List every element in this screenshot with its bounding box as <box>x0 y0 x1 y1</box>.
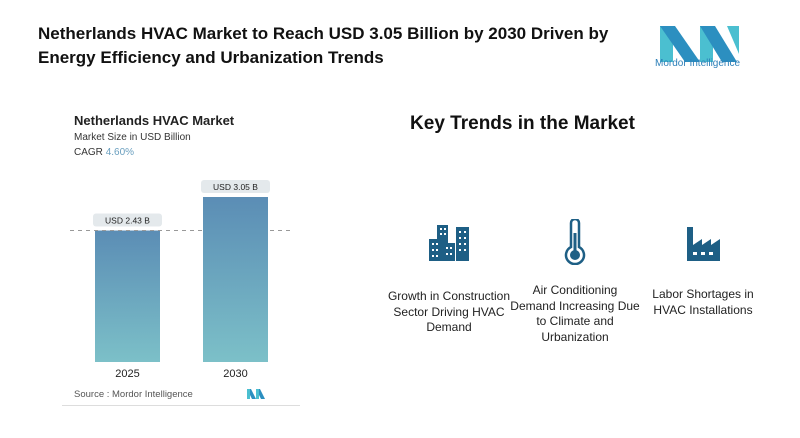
data-label-pill <box>201 180 270 193</box>
chart-title: Netherlands HVAC Market <box>74 113 235 128</box>
trend-item-air-conditioning: Air Conditioning Demand Increasing Due t… <box>510 219 640 345</box>
thermometer-icon <box>564 219 586 265</box>
x-tick-label: 2030 <box>223 368 247 380</box>
trend-item-labor-shortages: Labor Shortages in HVAC Installations <box>638 225 768 318</box>
data-label: USD 2.43 B <box>105 216 150 226</box>
trend-text: Air Conditioning Demand Increasing Due t… <box>510 283 640 344</box>
bar-2030 <box>203 197 268 362</box>
bar-2025 <box>95 230 160 362</box>
source-note: Source : Mordor Intelligence <box>74 389 193 400</box>
bar-chart: USD 2.43 B 2025 USD 3.05 B 2030 <box>70 180 292 380</box>
factory-icon <box>687 227 720 261</box>
data-label-pill <box>93 213 162 227</box>
chart-subtitle: Market Size in USD Billion <box>74 132 191 143</box>
mordor-intelligence-logo <box>660 26 739 62</box>
cagr-value: 4.60% <box>105 147 135 158</box>
buildings-icon <box>429 225 469 261</box>
logo-text: Mordor Intelligence <box>655 58 741 69</box>
key-trends-heading: Key Trends in the Market <box>410 113 635 134</box>
data-label: USD 3.05 B <box>213 182 258 192</box>
trend-item-construction: Growth in Construction Sector Driving HV… <box>384 225 514 336</box>
cagr: CAGR 4.60% <box>74 147 134 158</box>
trend-text: Growth in Construction Sector Driving HV… <box>387 289 511 334</box>
x-tick-label: 2025 <box>115 368 139 380</box>
cagr-label: CAGR <box>74 147 103 158</box>
trend-text: Labor Shortages in HVAC Installations <box>652 287 754 317</box>
page-title: Netherlands HVAC Market to Reach USD 3.0… <box>38 24 609 67</box>
chart-card: USD 2.43 B 2025 USD 3.05 B 2030 Netherlands… <box>62 103 300 406</box>
source-logo-icon <box>247 389 265 399</box>
